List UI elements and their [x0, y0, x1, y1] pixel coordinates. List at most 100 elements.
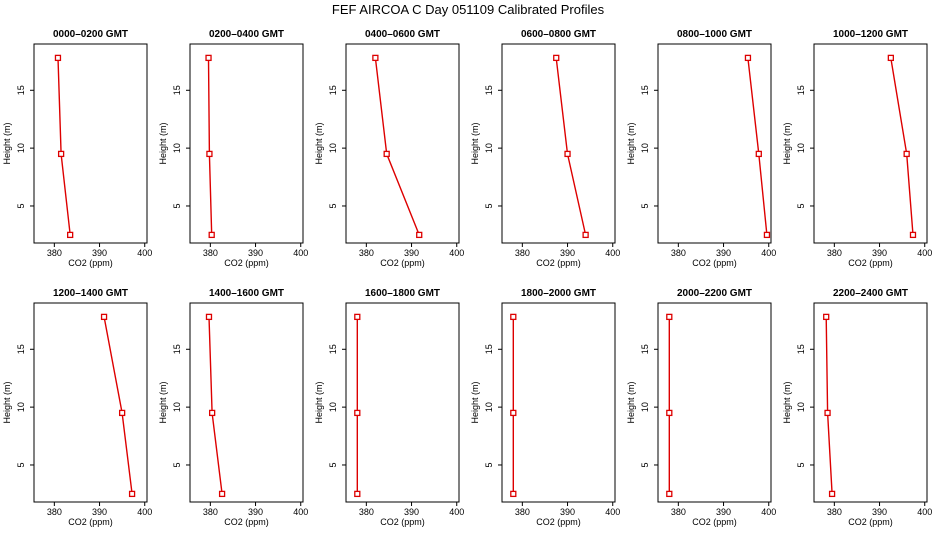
x-axis-label: CO2 (ppm)	[536, 258, 581, 268]
data-point	[208, 409, 216, 417]
y-tick-label: 15	[16, 85, 26, 95]
data-point	[205, 54, 212, 62]
profile-line	[208, 316, 223, 494]
y-axis-label: Height (m)	[314, 122, 324, 164]
x-tick-label: 400	[917, 248, 932, 258]
y-tick-label: 15	[328, 344, 338, 354]
x-tick-label: 390	[248, 507, 263, 517]
x-tick-label: 400	[293, 507, 308, 517]
x-axis-label: CO2 (ppm)	[848, 517, 893, 527]
data-point	[887, 54, 894, 62]
y-tick-label: 5	[172, 462, 182, 467]
y-tick-label: 15	[640, 344, 650, 354]
x-tick-label: 400	[449, 507, 464, 517]
y-tick-label: 15	[796, 85, 806, 95]
x-tick-label: 400	[293, 248, 308, 258]
y-axis-label: Height (m)	[158, 122, 168, 164]
y-tick-label: 10	[796, 143, 806, 153]
x-tick-label: 400	[761, 248, 776, 258]
x-tick-label: 380	[203, 248, 218, 258]
data-point	[383, 150, 390, 158]
data-point	[909, 231, 917, 239]
plot-frame	[189, 43, 304, 244]
x-tick-label: 390	[872, 507, 887, 517]
x-tick-label: 380	[515, 248, 530, 258]
data-point	[100, 313, 108, 321]
x-axis-label: CO2 (ppm)	[692, 258, 737, 268]
y-axis-label: Height (m)	[470, 122, 480, 164]
x-tick-label: 390	[248, 248, 263, 258]
y-tick-label: 10	[484, 402, 494, 412]
y-axis-label: Height (m)	[782, 381, 792, 423]
profile-line	[57, 57, 71, 235]
data-point	[510, 313, 517, 321]
data-point	[824, 409, 831, 417]
data-point	[372, 54, 379, 62]
data-point	[67, 231, 74, 239]
y-tick-label: 5	[484, 462, 494, 467]
data-point	[206, 150, 213, 158]
data-point	[763, 231, 771, 239]
x-tick-label: 380	[827, 248, 842, 258]
y-tick-label: 15	[172, 85, 182, 95]
panel-title: 1200–1400 GMT	[53, 288, 128, 299]
data-point	[416, 231, 423, 239]
x-tick-label: 390	[92, 248, 107, 258]
panel: 0600–0800 GMT 380 390 400 5 10 15 CO2 (ppm) Heig…	[470, 29, 620, 268]
y-axis-label: Height (m)	[470, 381, 480, 423]
x-tick-label: 390	[404, 248, 419, 258]
x-tick-label: 400	[605, 507, 620, 517]
x-tick-label: 380	[827, 507, 842, 517]
panel: 0000–0200 GMT 380 390 400 5 10 15 CO2 (ppm) Heig…	[2, 29, 152, 268]
panel: 1600–1800 GMT 380 390 400 5 10 15 CO2 (ppm) Heig…	[314, 288, 464, 527]
data-point	[903, 150, 910, 158]
y-tick-label: 15	[328, 85, 338, 95]
x-tick-label: 400	[761, 507, 776, 517]
x-tick-label: 400	[137, 507, 152, 517]
profile-line	[825, 316, 833, 494]
data-point	[828, 490, 836, 498]
plot-frame	[345, 43, 460, 244]
x-tick-label: 400	[137, 248, 152, 258]
x-tick-label: 400	[917, 507, 932, 517]
x-axis-label: CO2 (ppm)	[380, 517, 425, 527]
data-point	[208, 231, 215, 239]
y-tick-label: 5	[484, 203, 494, 208]
y-tick-label: 5	[328, 203, 338, 208]
data-point	[582, 231, 589, 239]
data-point	[666, 313, 673, 321]
y-tick-label: 15	[484, 85, 494, 95]
y-tick-label: 5	[172, 203, 182, 208]
plot-frame	[33, 43, 148, 244]
profile-line	[747, 57, 768, 235]
profile-line	[374, 57, 420, 236]
y-tick-label: 10	[172, 402, 182, 412]
panel-title: 0200–0400 GMT	[209, 29, 284, 40]
panel-title: 1400–1600 GMT	[209, 288, 284, 299]
x-tick-label: 380	[515, 507, 530, 517]
x-tick-label: 380	[47, 507, 62, 517]
y-axis-label: Height (m)	[2, 381, 12, 423]
y-tick-label: 10	[328, 143, 338, 153]
x-tick-label: 390	[92, 507, 107, 517]
y-tick-label: 10	[172, 143, 182, 153]
plot-frame	[813, 43, 928, 244]
y-axis-label: Height (m)	[626, 122, 636, 164]
panel: 2200–2400 GMT 380 390 400 5 10 15 CO2 (ppm) Heig…	[782, 288, 932, 527]
profile-line	[103, 316, 133, 494]
x-axis-label: CO2 (ppm)	[536, 517, 581, 527]
x-tick-label: 390	[560, 248, 575, 258]
plot-frame	[33, 302, 148, 503]
y-tick-label: 5	[16, 203, 26, 208]
data-point	[744, 54, 752, 62]
panel-title: 1000–1200 GMT	[833, 29, 908, 40]
x-tick-label: 380	[671, 248, 686, 258]
x-axis-label: CO2 (ppm)	[68, 258, 113, 268]
y-tick-label: 15	[16, 344, 26, 354]
y-tick-label: 5	[796, 203, 806, 208]
panel-title: 0800–1000 GMT	[677, 29, 752, 40]
data-point	[553, 54, 560, 62]
profile-line	[890, 57, 914, 235]
x-tick-label: 380	[203, 507, 218, 517]
